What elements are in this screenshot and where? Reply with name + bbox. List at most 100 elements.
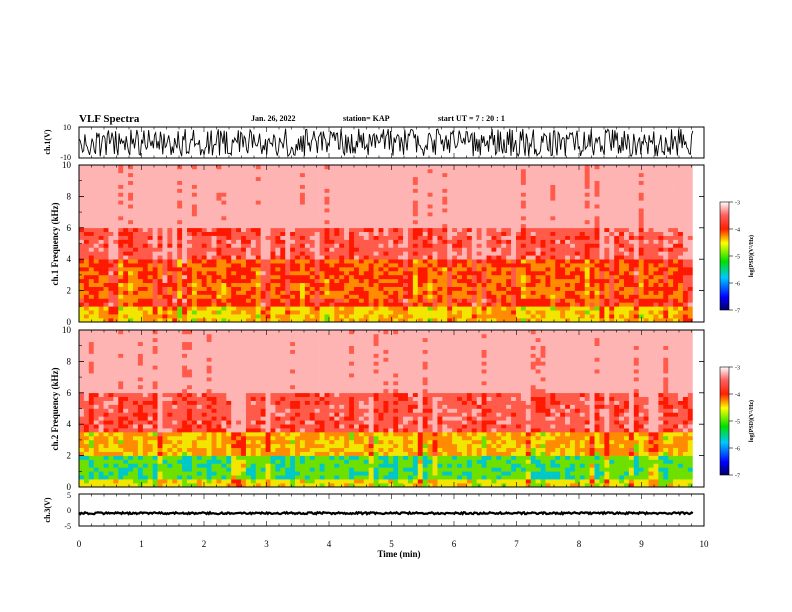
spectrogram-cell [461, 231, 468, 236]
spectrogram-cell [393, 243, 399, 248]
spectrogram-cell [506, 235, 512, 240]
spectrogram-cell [491, 282, 497, 287]
spectrogram-cell [285, 204, 291, 209]
spectrogram-cell [638, 270, 644, 276]
spectrogram-cell [560, 310, 566, 315]
spectrogram-cell [98, 223, 104, 229]
spectrogram-cell [236, 208, 242, 213]
spectrogram-cell [358, 184, 365, 189]
spectrogram-cell [93, 286, 99, 291]
spectrogram-cell [152, 239, 158, 244]
spectrogram-cell [123, 212, 129, 217]
spectrogram-cell [555, 180, 561, 185]
spectrogram-cell [447, 200, 453, 205]
spectrogram-cell [520, 219, 527, 225]
spectrogram-cell [265, 204, 271, 209]
spectrogram-cell [398, 172, 404, 178]
spectrogram-cell [113, 227, 119, 233]
spectrogram-cell [579, 314, 586, 319]
spectrogram-cell [152, 208, 158, 213]
spectrogram-cell [520, 231, 527, 236]
spectrogram-cell [196, 165, 203, 170]
spectrogram-cell [653, 282, 659, 287]
spectrogram-cell [245, 192, 252, 197]
spectrogram-cell [442, 263, 448, 268]
spectrogram-cell [511, 204, 517, 209]
spectrogram-cell [358, 286, 365, 291]
spectrogram-cell [604, 165, 610, 170]
spectrogram-cell [280, 219, 286, 225]
spectrogram-cell [118, 263, 124, 268]
spectrogram-cell [466, 247, 473, 252]
spectrogram-cell [270, 235, 276, 240]
spectrogram-cell [128, 263, 134, 268]
spectrogram-cell [339, 192, 345, 197]
spectrogram-cell [437, 192, 443, 197]
spectrogram-cell [565, 259, 571, 264]
spectrogram-cell [349, 310, 355, 315]
spectrogram-cell [226, 184, 232, 189]
spectrogram-cell [481, 286, 487, 291]
spectrogram-cell [555, 306, 561, 311]
spectrogram-cell [643, 298, 649, 303]
spectrogram-cell [378, 196, 384, 201]
spectrogram-cell [103, 259, 109, 264]
spectrogram-cell [108, 231, 114, 236]
spectrogram-cell [491, 267, 497, 272]
spectrogram-cell [290, 298, 296, 303]
spectrogram-cell [113, 184, 119, 189]
spectrogram-cell [584, 176, 590, 181]
spectrogram-cell [442, 212, 448, 217]
spectrogram-cell [388, 172, 394, 178]
spectrogram-cell [349, 212, 355, 217]
spectrogram-cell [619, 270, 625, 276]
spectrogram-cell [285, 235, 291, 240]
spectrogram-cell [339, 306, 345, 311]
spectrogram-cell [388, 176, 394, 181]
spectrogram-cell [363, 180, 369, 185]
spectrogram-cell [177, 212, 183, 217]
spectrogram-cell [314, 314, 320, 319]
spectrogram-cell [314, 251, 320, 256]
spectrogram-cell [113, 290, 119, 295]
spectrogram-cell [241, 278, 247, 284]
spectrogram-cell [417, 188, 423, 193]
spectrogram-cell [182, 216, 188, 221]
spectrogram-cell [211, 294, 217, 299]
spectrogram-cell [329, 243, 335, 248]
spectrogram-cell [398, 212, 404, 217]
spectrogram-cell [432, 298, 438, 303]
spectrogram-cell [108, 267, 114, 272]
spectrogram-cell [648, 227, 654, 233]
spectrogram-cell [388, 227, 394, 233]
spectrogram-cell [172, 278, 178, 284]
spectrogram-cell [128, 306, 134, 311]
spectrogram-cell [275, 294, 281, 299]
spectrogram-cell [550, 302, 556, 307]
spectrogram-cell [619, 298, 625, 303]
spectrogram-cell [658, 259, 664, 264]
spectrogram-cell [103, 216, 109, 221]
spectrogram-cell [486, 176, 492, 181]
spectrogram-cell [255, 176, 261, 181]
spectrogram-cell [663, 270, 669, 276]
spectrogram-cell [555, 247, 561, 252]
spectrogram-cell [162, 212, 168, 217]
spectrogram-cell [471, 270, 478, 276]
spectrogram-cell [599, 278, 605, 284]
spectrogram-cell [584, 298, 590, 303]
spectrogram-cell [486, 259, 492, 264]
spectrogram-cell [167, 243, 173, 248]
spectrogram-cell [290, 306, 296, 311]
spectrogram-cell [525, 231, 532, 236]
spectrogram-cell [614, 314, 620, 319]
spectrogram-cell [378, 251, 384, 256]
spectrogram-cell [501, 188, 507, 193]
spectrogram-cell [191, 314, 198, 319]
spectrogram-cell [344, 290, 350, 295]
spectrogram-cell [545, 302, 551, 307]
spectrogram-cell [407, 259, 414, 264]
spectrogram-cell [476, 286, 482, 291]
spectrogram-cell [570, 208, 576, 213]
spectrogram-cell [344, 216, 350, 221]
